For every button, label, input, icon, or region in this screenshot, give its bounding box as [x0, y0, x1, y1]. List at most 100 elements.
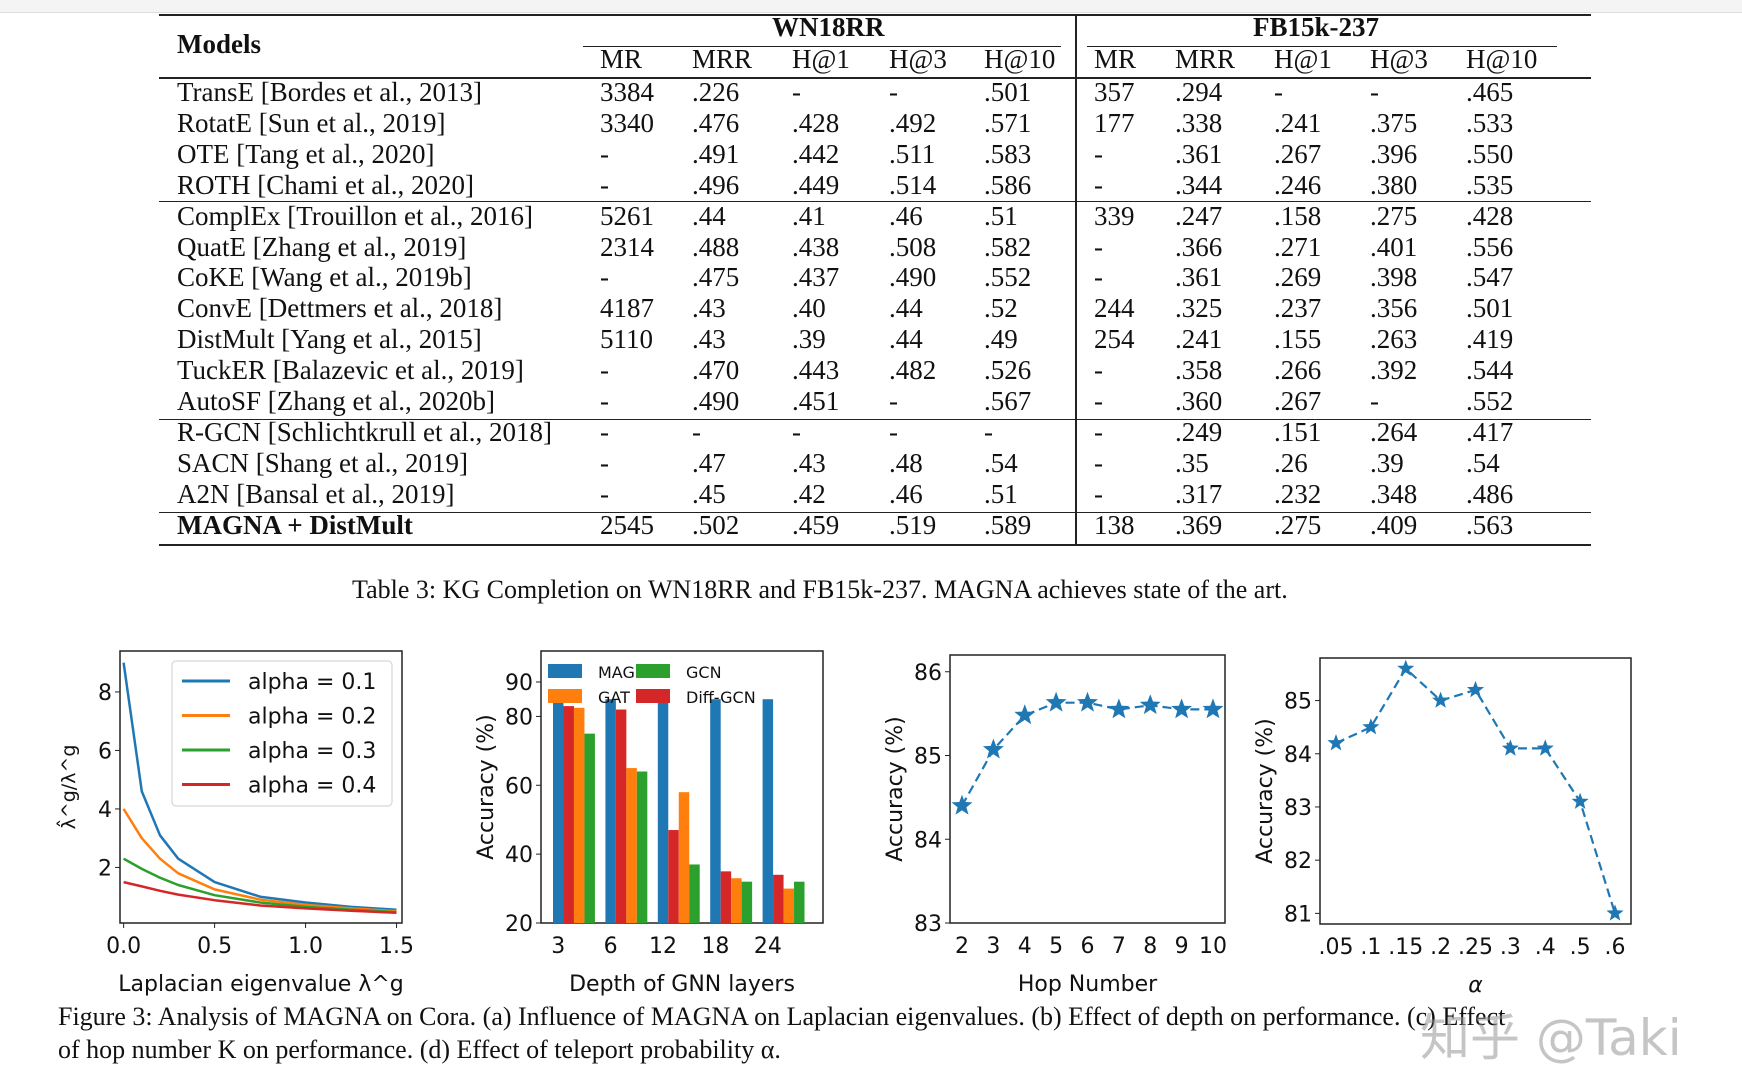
table-cell: - — [792, 77, 801, 107]
table-cell: .392 — [1370, 355, 1418, 386]
bar — [573, 707, 585, 923]
table-cell: .552 — [984, 262, 1032, 293]
table-cell: .496 — [692, 169, 740, 200]
x-tick-label: 24 — [754, 934, 782, 959]
table-cell: .443 — [792, 355, 840, 386]
table-bottom-rule — [159, 544, 1591, 546]
table-row-model: A2N [Bansal et al., 2019] — [177, 478, 455, 509]
data-point-star — [1077, 691, 1098, 712]
y-tick-label: 60 — [505, 774, 533, 799]
y-tick-label: 83 — [914, 912, 942, 937]
series-line — [1335, 666, 1617, 914]
table-cell: .52 — [984, 293, 1018, 324]
x-tick-label: 9 — [1175, 934, 1189, 959]
table-cell: .582 — [984, 231, 1032, 262]
table-cell: 2314 — [600, 231, 654, 262]
table-cell: - — [1094, 478, 1103, 509]
bar — [720, 871, 732, 923]
table-cell: 5110 — [600, 324, 653, 355]
table-cell: .501 — [1466, 293, 1514, 324]
table-row-model: TransE [Bordes et al., 2013] — [177, 77, 482, 107]
watermark: 知乎 @Taki — [1420, 1009, 1682, 1067]
table-cell: .44 — [692, 200, 726, 231]
table-cell: - — [889, 386, 898, 416]
series-line — [122, 808, 397, 913]
data-point-star — [1014, 704, 1036, 725]
legend-swatch — [548, 664, 582, 678]
column-divider — [1075, 14, 1077, 545]
table-cell: .46 — [889, 200, 923, 231]
x-tick-label: 3 — [551, 934, 565, 959]
table-cell: .35 — [1175, 447, 1209, 478]
table-cell: .237 — [1274, 293, 1322, 324]
table-cell: .151 — [1274, 416, 1322, 447]
x-tick-label: .1 — [1360, 935, 1381, 960]
x-tick-label: 0.0 — [106, 934, 141, 959]
bar — [689, 864, 700, 923]
x-tick-label: 1.5 — [379, 934, 414, 959]
legend-label: alpha = 0.2 — [248, 705, 376, 730]
y-tick-label: 83 — [1284, 796, 1312, 821]
table-cell: .267 — [1274, 138, 1322, 169]
y-tick-label: 90 — [505, 671, 533, 696]
legend-label: GCN — [686, 663, 722, 682]
table-cell: - — [692, 416, 701, 447]
x-tick-label: 8 — [1143, 934, 1157, 959]
table-cell: .409 — [1370, 509, 1418, 540]
figure-caption-line-1: Figure 3: Analysis of MAGNA on Cora. (a)… — [58, 1002, 1506, 1031]
table-cell: .155 — [1274, 324, 1322, 355]
header-rule — [159, 77, 1591, 79]
data-point-star — [1171, 698, 1193, 719]
data-point-star — [982, 738, 1004, 759]
column-header: MRR — [692, 44, 753, 74]
legend-swatch — [636, 689, 670, 703]
table-cell: .47 — [692, 447, 726, 478]
plot-area — [1319, 657, 1632, 925]
table-cell: .43 — [692, 293, 726, 324]
table-row-model: QuatE [Zhang et al., 2019] — [177, 231, 467, 262]
table-cell: .361 — [1175, 262, 1223, 293]
table-cell: .488 — [692, 231, 740, 262]
table-cell: .490 — [692, 386, 740, 416]
table-cell: 2545 — [600, 509, 654, 540]
x-tick-label: .5 — [1570, 935, 1591, 960]
table-cell: .40 — [792, 293, 826, 324]
table-cell: .550 — [1466, 138, 1514, 169]
table-cell: - — [1094, 169, 1103, 200]
column-header: MRR — [1175, 44, 1236, 74]
table-cell: .419 — [1466, 324, 1514, 355]
table-cell: - — [600, 386, 609, 416]
column-header: H@1 — [792, 44, 850, 74]
table-cell: - — [889, 416, 898, 447]
table-cell: .563 — [1466, 509, 1514, 540]
x-axis-label: Hop Number — [1018, 972, 1158, 997]
bar — [584, 733, 595, 923]
y-tick-label: 84 — [1284, 743, 1312, 768]
table-cell: .428 — [792, 107, 840, 138]
table-cell: .526 — [984, 355, 1032, 386]
table-top-rule — [159, 14, 1591, 16]
x-tick-label: .2 — [1430, 935, 1451, 960]
data-point-star — [951, 794, 973, 815]
table-cell: .45 — [692, 478, 726, 509]
table-cell: .271 — [1274, 231, 1322, 262]
table-row-model: MAGNA + DistMult — [177, 509, 413, 540]
table-cell: .586 — [984, 169, 1032, 200]
legend-label: alpha = 0.3 — [248, 739, 376, 764]
table-cell: .589 — [984, 509, 1032, 540]
table-cell: .491 — [692, 138, 740, 169]
table-cell: .501 — [984, 77, 1032, 107]
table-cell: .232 — [1274, 478, 1322, 509]
y-tick-label: 84 — [914, 828, 942, 853]
table-cell: .398 — [1370, 262, 1418, 293]
data-point-star — [1397, 659, 1415, 676]
table-cell: .552 — [1466, 386, 1514, 416]
table-cell: - — [889, 77, 898, 107]
y-tick-label: 85 — [1284, 690, 1312, 715]
table-cell: 4187 — [600, 293, 654, 324]
data-point-star — [1536, 739, 1554, 756]
table-row-model: RotatE [Sun et al., 2019] — [177, 107, 446, 138]
table-cell: .502 — [692, 509, 740, 540]
table-cell: - — [1094, 416, 1103, 447]
table-caption: Table 3: KG Completion on WN18RR and FB1… — [352, 575, 1288, 604]
